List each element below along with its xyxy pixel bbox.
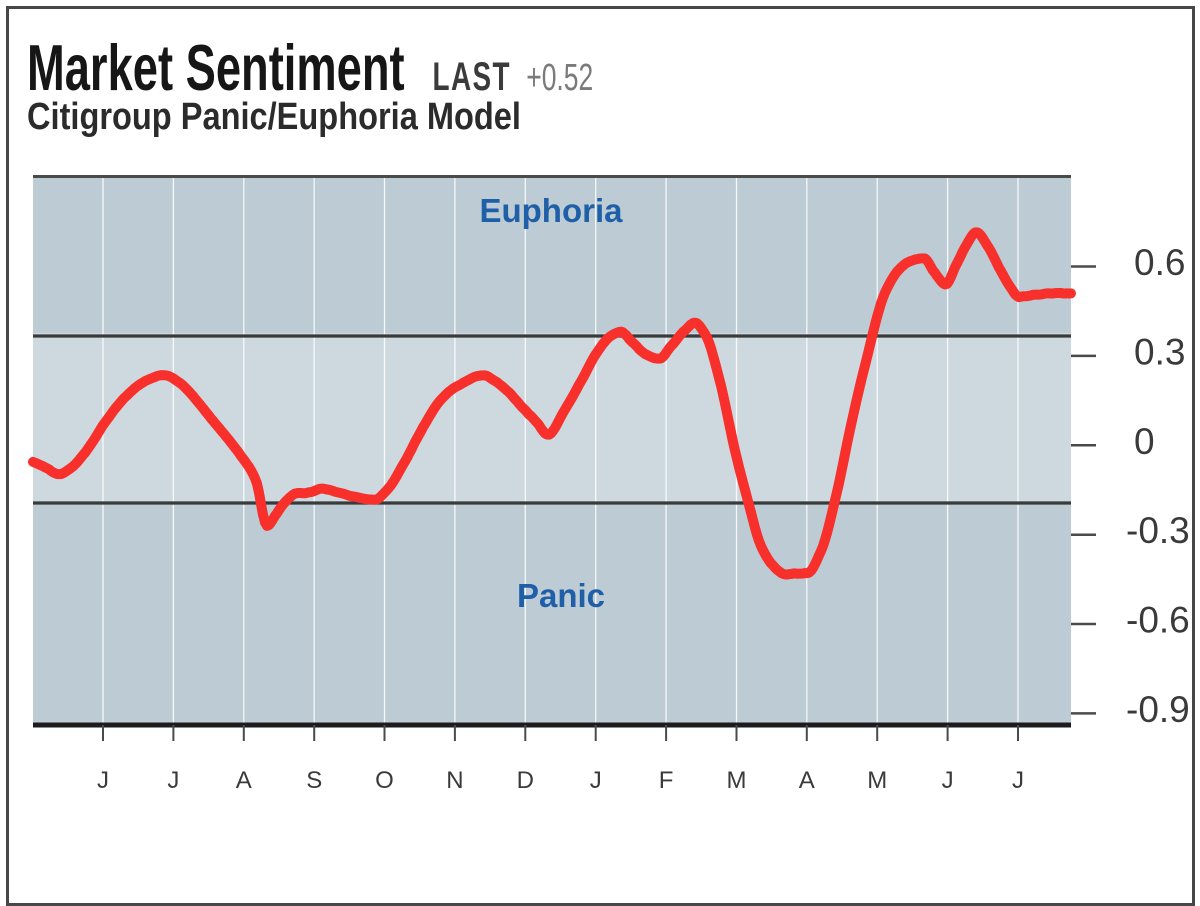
svg-text:0: 0 xyxy=(1134,421,1155,462)
svg-text:N: N xyxy=(446,767,463,794)
svg-text:J: J xyxy=(590,767,602,794)
svg-text:J: J xyxy=(97,767,109,794)
svg-text:Panic: Panic xyxy=(517,577,605,614)
svg-text:0.3: 0.3 xyxy=(1134,331,1185,372)
svg-text:S: S xyxy=(306,767,322,794)
svg-text:M: M xyxy=(867,767,887,794)
svg-text:-0.3: -0.3 xyxy=(1126,510,1190,551)
svg-text:A: A xyxy=(236,767,252,794)
svg-text:0.6: 0.6 xyxy=(1134,242,1185,283)
svg-text:J: J xyxy=(167,767,179,794)
svg-text:F: F xyxy=(659,767,674,794)
svg-text:J: J xyxy=(942,767,954,794)
svg-text:M: M xyxy=(727,767,747,794)
svg-text:-0.6: -0.6 xyxy=(1126,600,1190,641)
svg-text:A: A xyxy=(799,767,815,794)
svg-text:D: D xyxy=(517,767,534,794)
svg-text:-0.9: -0.9 xyxy=(1126,689,1190,730)
svg-text:J: J xyxy=(1012,767,1024,794)
svg-text:O: O xyxy=(375,767,394,794)
svg-text:Euphoria: Euphoria xyxy=(479,192,623,229)
